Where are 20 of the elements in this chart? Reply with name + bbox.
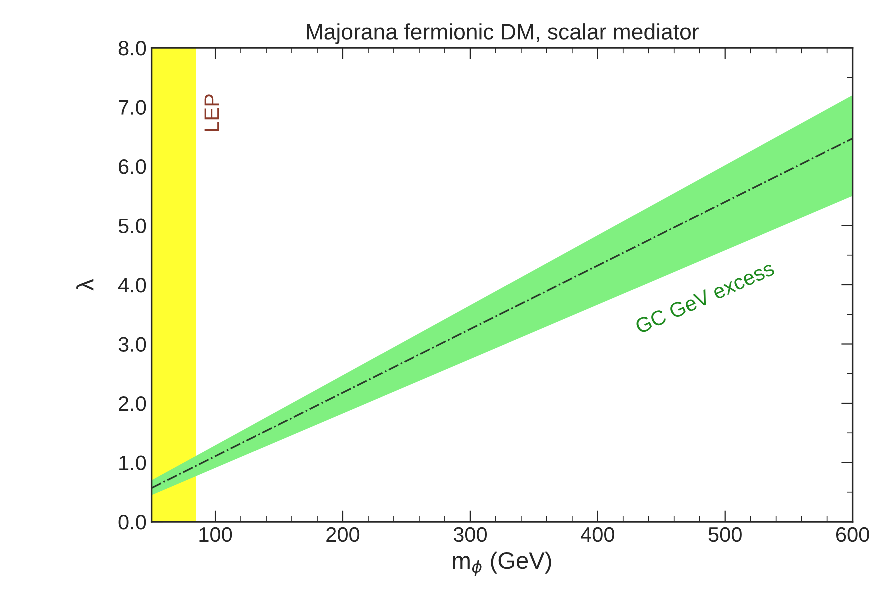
y-tick-label: 8.0 xyxy=(118,41,146,56)
x-tick-label: 300 xyxy=(454,527,488,542)
chart-title: Majorana fermionic DM, scalar mediator xyxy=(307,24,699,44)
y-tick-label: 6.0 xyxy=(119,160,146,174)
band-label: LEP xyxy=(204,94,220,132)
y-tick-label: 0.0 xyxy=(118,515,146,530)
y-tick-label: 1.0 xyxy=(120,456,146,471)
y-axis-title: λ xyxy=(76,279,94,291)
x-tick-label: 100 xyxy=(200,527,232,542)
x-tick-label: 400 xyxy=(581,527,614,542)
y-tick-label: 7.0 xyxy=(119,100,146,116)
y-tick-label: 5.0 xyxy=(118,218,146,234)
y-tick-label: 4.0 xyxy=(118,278,146,293)
y-tick-label: 2.0 xyxy=(119,396,146,412)
x-tick-label: 500 xyxy=(708,527,742,542)
x-axis-title: m$_{ϕ}$ (GeV) xyxy=(453,552,552,576)
x-tick-label: 200 xyxy=(326,527,360,542)
annotation: GC GeV excess xyxy=(634,260,776,334)
y-tick-label: 3.0 xyxy=(118,337,146,352)
x-tick-label: 600 xyxy=(836,527,870,542)
